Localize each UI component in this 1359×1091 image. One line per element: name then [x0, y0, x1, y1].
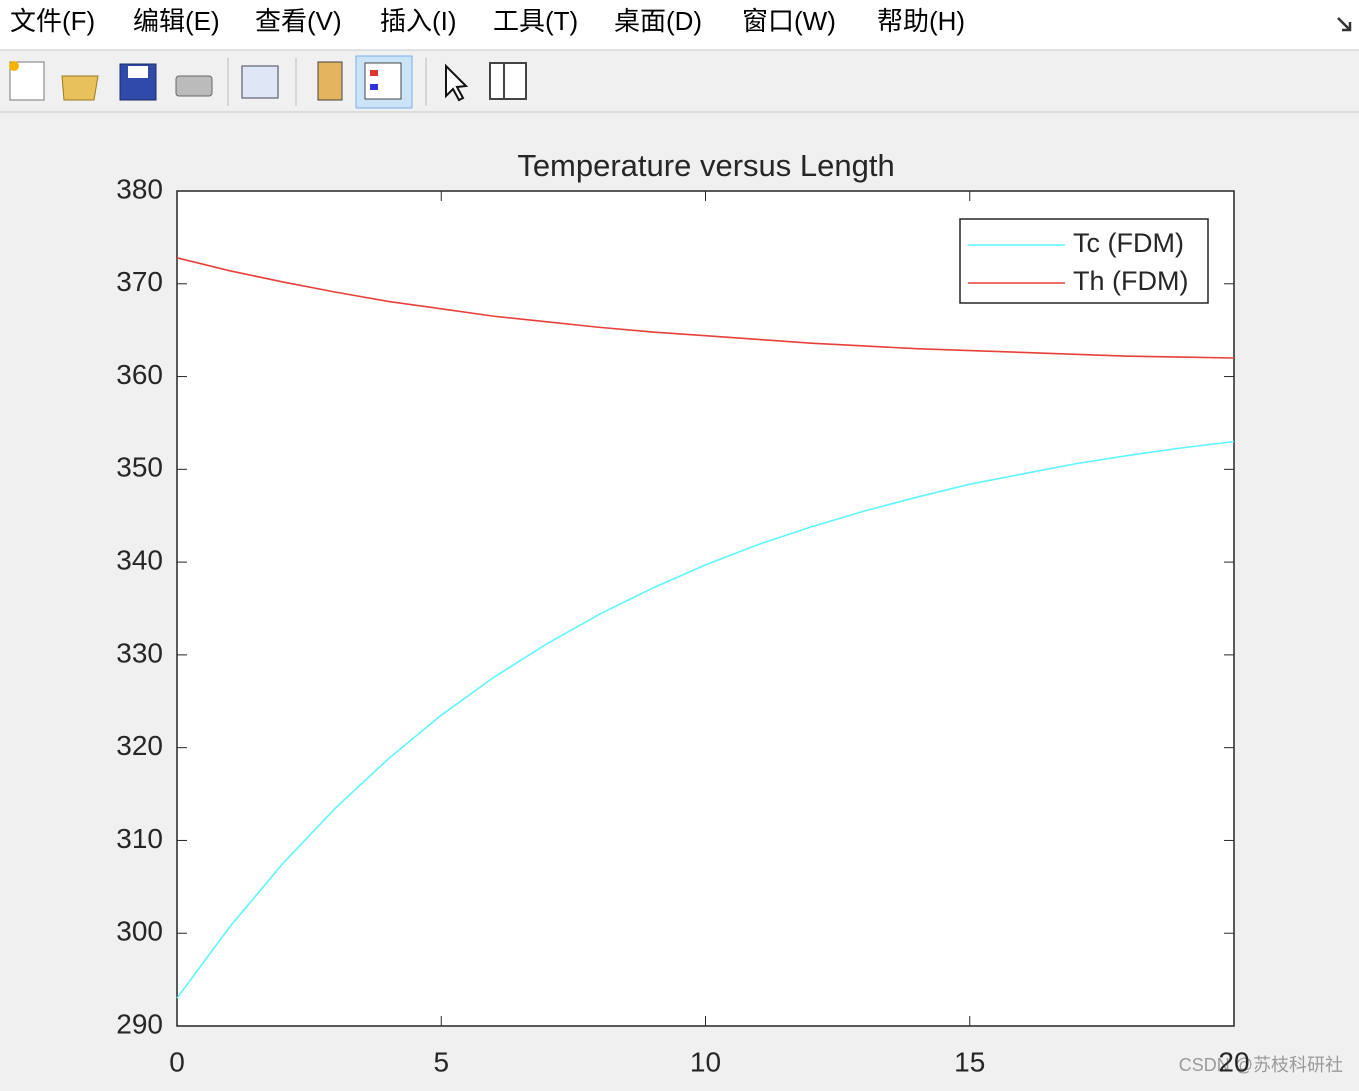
menu-item[interactable]: 编辑(E) — [133, 6, 220, 36]
legend-icon — [364, 62, 402, 100]
y-tick-label: 340 — [116, 545, 163, 576]
y-tick-label: 310 — [116, 823, 163, 854]
y-tick-label: 300 — [116, 916, 163, 947]
x-tick-label: 15 — [954, 1046, 985, 1077]
menu-item[interactable]: 文件(F) — [10, 6, 95, 36]
watermark: CSDN @苏枝科研社 — [1179, 1055, 1343, 1075]
plot-area — [177, 191, 1234, 1026]
y-tick-label: 370 — [116, 266, 163, 297]
menu-item[interactable]: 窗口(W) — [742, 6, 836, 36]
save-icon-label — [128, 66, 148, 78]
legend-icon-mark — [370, 84, 378, 90]
y-tick-label: 380 — [116, 173, 163, 204]
chart-title: Temperature versus Length — [517, 148, 894, 183]
legend-icon-mark — [370, 70, 378, 76]
x-tick-label: 20 — [1218, 1046, 1249, 1077]
series-line — [176, 257, 1235, 359]
colorbar-icon[interactable] — [317, 61, 343, 101]
menu-item[interactable]: 桌面(D) — [614, 6, 702, 36]
menu-bar — [0, 0, 1359, 50]
new-icon-star — [9, 61, 19, 71]
toolbar — [9, 55, 527, 109]
series-line — [176, 440, 1235, 999]
y-tick-label: 320 — [116, 730, 163, 761]
y-tick-label: 330 — [116, 637, 163, 668]
menu-item[interactable]: 查看(V) — [255, 6, 342, 36]
menu-item[interactable]: 工具(T) — [493, 6, 578, 36]
menu-item[interactable]: 插入(I) — [380, 6, 457, 36]
link-icon[interactable] — [241, 65, 279, 99]
property-icon[interactable] — [489, 62, 527, 100]
x-tick-label: 0 — [169, 1046, 185, 1077]
menu-item[interactable]: 帮助(H) — [877, 6, 965, 36]
dock-arrow[interactable] — [1337, 17, 1352, 32]
x-tick-label: 10 — [690, 1046, 721, 1077]
print-icon[interactable] — [175, 75, 213, 97]
axes-box — [176, 190, 1235, 1027]
legend-label: Tc (FDM) — [1073, 228, 1184, 258]
x-tick-label: 5 — [433, 1046, 449, 1077]
legend-label: Th (FDM) — [1073, 266, 1188, 296]
legend-box — [959, 218, 1209, 304]
y-tick-label: 360 — [116, 359, 163, 390]
y-tick-label: 290 — [116, 1008, 163, 1039]
y-tick-label: 350 — [116, 452, 163, 483]
pointer-icon[interactable] — [445, 63, 469, 102]
open-icon[interactable] — [61, 75, 99, 101]
